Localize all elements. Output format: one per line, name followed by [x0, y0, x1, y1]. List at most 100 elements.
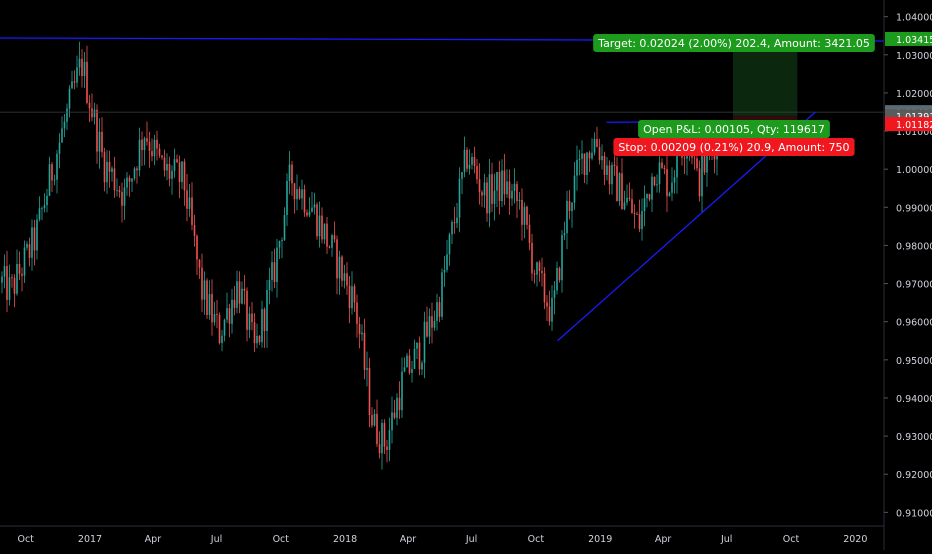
target-label: Target: 0.02024 (2.00%) 202.4, Amount: 3…	[597, 37, 870, 50]
x-tick-label: Apr	[145, 534, 162, 545]
candle-body	[341, 256, 343, 281]
candle-body	[496, 172, 498, 191]
candle-body	[78, 58, 81, 68]
candle-body	[13, 277, 16, 294]
candle-body	[293, 183, 296, 200]
candle-body	[666, 169, 668, 197]
candle-layer	[1, 41, 723, 470]
candle-body	[66, 108, 68, 122]
candle-body	[433, 320, 436, 328]
candle-body	[568, 200, 571, 212]
open-pnl-label: Open P&L: 0.00105, Qty: 119617	[643, 123, 825, 136]
candle-body	[528, 224, 531, 243]
x-tick-label: Oct	[528, 534, 545, 545]
candle-body	[96, 109, 98, 152]
candle-body	[656, 184, 658, 186]
candle-body	[553, 290, 556, 298]
candle-body	[48, 164, 51, 196]
candle-body	[416, 342, 418, 349]
candle-body	[521, 199, 523, 225]
candle-body	[488, 174, 491, 214]
candle-body	[338, 256, 341, 279]
candle-body	[333, 235, 336, 240]
candle-body	[351, 286, 353, 309]
candle-body	[676, 143, 678, 178]
candle-body	[418, 342, 421, 370]
candle-body	[88, 102, 91, 109]
candle-body	[193, 224, 196, 236]
candle-body	[211, 294, 213, 323]
candle-body	[323, 223, 326, 240]
candle-body	[693, 157, 696, 159]
candle-body	[551, 297, 553, 322]
candle-body	[403, 367, 406, 372]
candle-body	[326, 223, 328, 247]
candle-body	[58, 142, 61, 154]
candle-body	[301, 189, 303, 199]
candle-body	[106, 161, 108, 183]
candle-body	[561, 235, 563, 281]
candle-body	[436, 302, 438, 321]
y-tick-label: 0.95000	[896, 356, 932, 367]
x-tick-label: Jul	[720, 534, 732, 545]
candle-body	[386, 446, 388, 450]
candle-body	[308, 211, 311, 216]
candle-body	[176, 159, 178, 163]
candle-body	[393, 412, 396, 418]
candle-body	[611, 164, 613, 185]
candle-body	[563, 233, 566, 236]
y-tick-label: 0.96000	[896, 318, 932, 329]
candle-body	[483, 182, 486, 196]
candle-body	[421, 362, 423, 370]
stop-price-badge-bg	[885, 117, 932, 132]
candle-body	[441, 272, 443, 317]
candle-body	[363, 332, 366, 370]
candle-body	[233, 299, 236, 308]
candle-body	[1, 276, 3, 283]
candle-body	[251, 313, 253, 323]
candle-body	[3, 266, 6, 277]
candle-body	[406, 355, 408, 368]
candle-body	[221, 335, 223, 344]
candle-body	[493, 190, 496, 204]
candle-body	[223, 319, 226, 336]
candle-body	[476, 166, 478, 180]
candle-body	[411, 368, 413, 373]
candle-body	[256, 335, 258, 344]
candle-body	[668, 192, 671, 197]
candle-body	[303, 189, 306, 213]
candle-body	[576, 159, 578, 176]
candle-body	[136, 168, 138, 171]
candle-body	[76, 67, 78, 83]
candle-body	[466, 149, 468, 169]
candle-body	[151, 151, 153, 157]
candle-body	[23, 247, 26, 276]
candle-body	[273, 262, 276, 283]
candle-body	[126, 177, 128, 188]
candle-body	[468, 164, 471, 169]
candle-body	[508, 181, 511, 199]
y-tick-label: 1.02000	[896, 89, 932, 100]
candle-body	[38, 208, 41, 220]
stop-label-bg	[613, 138, 855, 156]
candle-body	[618, 173, 621, 202]
candle-body	[591, 152, 593, 159]
target-price-badge-bg	[885, 31, 932, 46]
candle-body	[288, 164, 291, 181]
candle-body	[248, 313, 251, 330]
candle-body	[366, 368, 368, 370]
candle-body	[653, 176, 656, 186]
candle-body	[31, 227, 33, 258]
x-tick-label: 2019	[588, 534, 612, 545]
candle-body	[116, 190, 118, 191]
candle-body	[111, 168, 113, 172]
candle-body	[621, 173, 623, 210]
candle-body	[608, 165, 611, 185]
candle-body	[703, 155, 706, 173]
x-tick-label: Oct	[17, 534, 34, 545]
candle-body	[378, 444, 381, 454]
candle-body	[481, 192, 483, 196]
candle-body	[593, 139, 596, 153]
